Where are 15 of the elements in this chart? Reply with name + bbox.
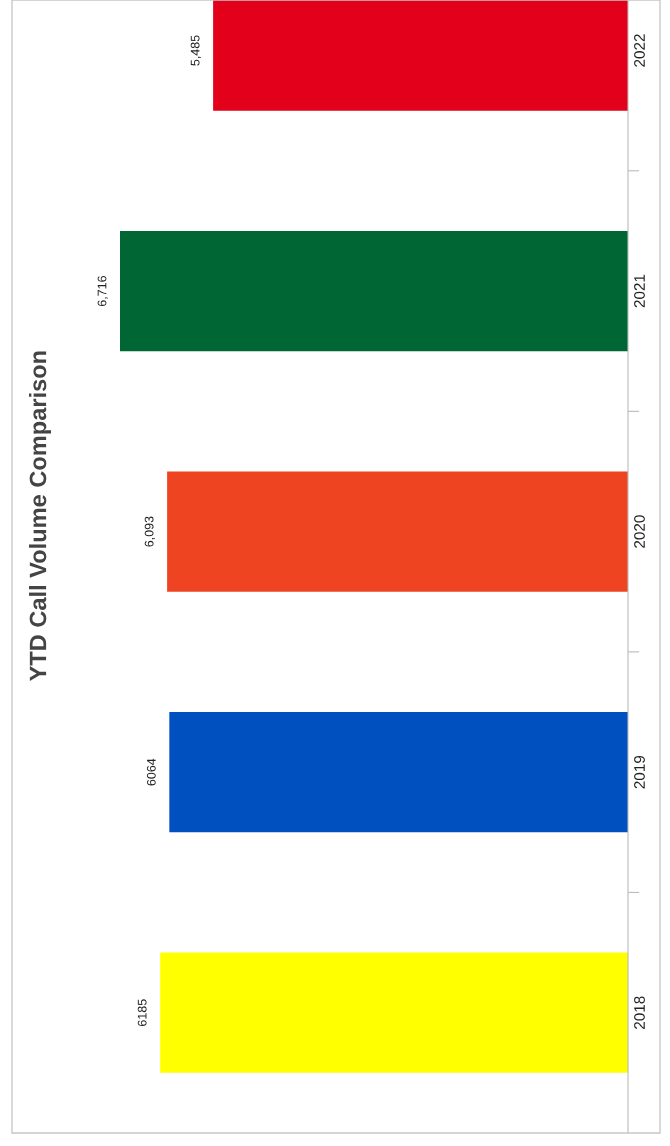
y-tick-label: 2021 xyxy=(634,274,645,308)
y-tick-label: 2022 xyxy=(634,34,645,67)
data-label: 6064 xyxy=(146,758,156,786)
bar xyxy=(169,712,628,833)
bar xyxy=(120,230,628,352)
data-label: 6,716 xyxy=(97,275,108,307)
data-label: 6185 xyxy=(137,999,147,1026)
bar xyxy=(160,952,628,1073)
y-tick-label: 2020 xyxy=(634,515,645,548)
data-label: 6,093 xyxy=(144,516,156,547)
text: YTD Call Volume Comparison xyxy=(29,351,51,682)
data-label: 5,485 xyxy=(190,35,202,66)
bar xyxy=(167,471,628,592)
y-tick-label: 2019 xyxy=(634,755,645,789)
y-tick-label: 2018 xyxy=(634,996,645,1029)
